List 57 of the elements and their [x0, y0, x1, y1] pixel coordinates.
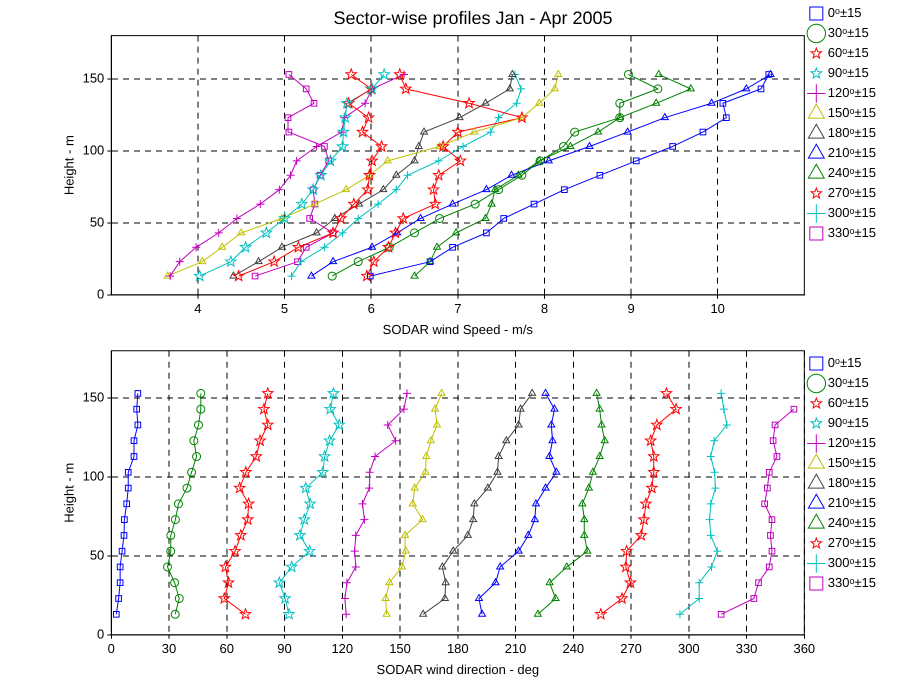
- y-tick-label: 0: [97, 286, 104, 302]
- legend-label: 30ᵒ±15: [828, 375, 869, 390]
- x-tick-label: 120: [331, 641, 354, 656]
- x-tick-label: 270: [620, 641, 642, 656]
- legend-label: 30ᵒ±15: [828, 25, 869, 40]
- y-tick-label: 100: [82, 142, 104, 158]
- x-tick-label: 180: [446, 641, 469, 656]
- x-tick-label: 5: [280, 301, 288, 316]
- legend-label: 60ᵒ±15: [828, 45, 869, 60]
- x-tick-label: 4: [194, 301, 202, 316]
- legend-label: 270ᵒ±15: [828, 535, 876, 550]
- legend-label: 120ᵒ±15: [828, 85, 876, 100]
- y-tick-label: 150: [82, 70, 104, 86]
- x-tick-label: 30: [162, 641, 176, 656]
- legend-label: 90ᵒ±15: [828, 65, 869, 80]
- legend-label: 0ᵒ±15: [828, 5, 862, 20]
- x-tick-label: 240: [562, 641, 584, 656]
- x-tick-label: 6: [368, 301, 375, 316]
- legend-label: 300ᵒ±15: [828, 205, 876, 220]
- y-tick-label: 50: [90, 547, 104, 562]
- x-tick-label: 150: [389, 641, 411, 656]
- legend-label: 180ᵒ±15: [828, 125, 876, 140]
- legend-label: 330ᵒ±15: [828, 225, 876, 240]
- y-tick-label: 0: [97, 626, 104, 642]
- x-axis-title: SODAR wind direction - deg: [376, 662, 540, 677]
- x-tick-label: 0: [108, 641, 115, 656]
- x-tick-label: 90: [277, 641, 292, 656]
- legend-label: 330ᵒ±15: [828, 575, 876, 590]
- x-tick-label: 60: [220, 641, 234, 656]
- x-tick-label: 10: [710, 301, 725, 316]
- legend-label: 240ᵒ±15: [828, 165, 876, 180]
- y-tick-label: 150: [82, 390, 104, 405]
- legend-label: 60ᵒ±15: [828, 395, 869, 410]
- legend-label: 240ᵒ±15: [828, 515, 876, 530]
- legend-label: 210ᵒ±15: [828, 495, 876, 510]
- chart-title: Sector-wise profiles Jan - Apr 2005: [333, 8, 613, 28]
- legend-label: 270ᵒ±15: [828, 185, 876, 200]
- legend-label: 120ᵒ±15: [828, 435, 876, 450]
- legend-label: 150ᵒ±15: [828, 455, 876, 470]
- legend-label: 150ᵒ±15: [828, 105, 876, 120]
- x-tick-label: 360: [793, 641, 816, 656]
- x-tick-label: 8: [540, 301, 548, 316]
- x-tick-label: 300: [678, 641, 700, 656]
- y-tick-label: 100: [82, 468, 104, 484]
- y-tick-label: 50: [90, 214, 104, 230]
- y-axis-title: Height - m: [61, 135, 76, 196]
- y-axis-title: Height - m: [61, 462, 76, 523]
- x-tick-label: 9: [627, 301, 635, 316]
- legend-label: 210ᵒ±15: [828, 145, 876, 160]
- legend-label: 180ᵒ±15: [828, 475, 876, 490]
- x-axis-title: SODAR wind Speed - m/s: [382, 322, 534, 337]
- legend-label: 90ᵒ±15: [828, 415, 869, 430]
- legend-label: 0ᵒ±15: [828, 355, 862, 370]
- legend-label: 300ᵒ±15: [828, 555, 876, 570]
- x-tick-label: 7: [454, 301, 462, 316]
- x-tick-label: 210: [504, 641, 526, 656]
- x-tick-label: 330: [736, 641, 758, 656]
